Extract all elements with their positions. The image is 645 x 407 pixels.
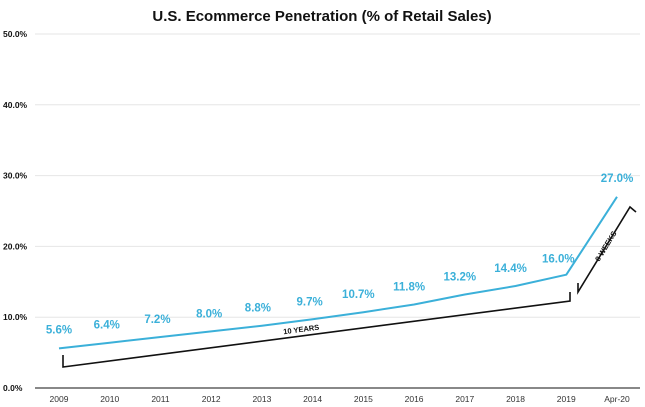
x-tick-label: 2012 <box>202 394 221 404</box>
series-layer <box>58 196 618 350</box>
x-tick-label: 2019 <box>557 394 576 404</box>
grid-layer <box>35 33 640 389</box>
data-label: 8.8% <box>245 303 271 315</box>
chart-title: U.S. Ecommerce Penetration (% of Retail … <box>152 8 491 25</box>
data-label: 8.0% <box>196 308 222 320</box>
data-label: 27.0% <box>601 173 634 185</box>
data-label: 11.8% <box>393 281 425 293</box>
x-tick-label: 2014 <box>303 394 322 404</box>
y-tick-label: 0.0% <box>3 383 23 393</box>
y-tick-label: 10.0% <box>3 312 28 322</box>
data-label: 6.4% <box>94 320 120 332</box>
y-axis-ticks: 0.0% 10.0% 20.0% 30.0% 40.0% 50.0% <box>3 29 28 393</box>
eight-weeks-bracket <box>577 205 637 295</box>
data-label: 5.6% <box>46 324 72 336</box>
data-label: 16.0% <box>542 254 575 266</box>
x-tick-label: 2018 <box>506 394 525 404</box>
x-tick-label: 2016 <box>405 394 424 404</box>
y-tick-label: 40.0% <box>3 100 28 110</box>
x-tick-label: 2013 <box>252 394 271 404</box>
x-tick-label: 2017 <box>455 394 474 404</box>
y-tick-label: 20.0% <box>3 241 28 251</box>
data-label: 13.2% <box>444 272 477 284</box>
x-tick-label: Apr-20 <box>604 394 630 404</box>
data-label: 10.7% <box>342 289 375 301</box>
data-labels: 5.6% 6.4% 7.2% 8.0% 8.8% 9.7% 10.7% 11.8% 13.2% 1… <box>46 173 633 337</box>
x-tick-label: 2015 <box>354 394 373 404</box>
ten-years-bracket <box>62 292 571 368</box>
data-label: 14.4% <box>494 263 527 275</box>
data-label: 9.7% <box>297 296 323 308</box>
y-tick-label: 50.0% <box>3 29 28 39</box>
y-tick-label: 30.0% <box>3 171 28 181</box>
series-line <box>58 196 618 350</box>
x-tick-label: 2009 <box>50 394 69 404</box>
data-label: 7.2% <box>144 314 170 326</box>
x-tick-label: 2010 <box>100 394 119 404</box>
x-tick-label: 2011 <box>151 394 170 404</box>
x-axis-ticks: 2009 2010 2011 2012 2013 2014 2015 2016 2017 2018… <box>50 394 630 404</box>
